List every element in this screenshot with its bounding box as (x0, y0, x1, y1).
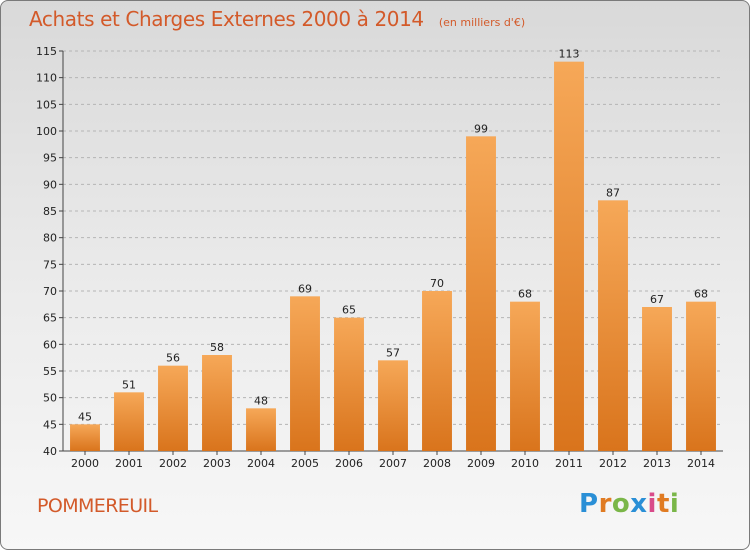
x-tick-label: 2013 (643, 457, 671, 470)
y-tick-label: 110 (36, 72, 57, 85)
x-tick-label: 2000 (71, 457, 99, 470)
chart-subtitle: (en milliers d'€) (438, 16, 526, 29)
x-tick-label: 2010 (511, 457, 539, 470)
bar (510, 301, 540, 451)
bar-value-label: 113 (559, 48, 580, 61)
x-tick-label: 2008 (423, 457, 451, 470)
bars (70, 61, 716, 452)
bar (466, 136, 496, 452)
x-tick-label: 2014 (687, 457, 715, 470)
logo-letter: o (611, 489, 631, 519)
x-tick-label: 2005 (291, 457, 319, 470)
bar (334, 317, 364, 451)
bar-value-label: 69 (298, 282, 312, 295)
bar-value-label: 57 (386, 346, 400, 359)
y-tick-label: 75 (43, 258, 57, 271)
y-tick-labels: 40 45 50 55 60 65 70 75 80 85 90 95 100 105 110 115 (36, 45, 57, 458)
y-tick-label: 105 (36, 98, 57, 111)
y-tick-label: 115 (36, 45, 57, 58)
y-tick-label: 60 (43, 338, 57, 351)
bar-value-label: 99 (474, 122, 488, 135)
x-tick-label: 2007 (379, 457, 407, 470)
bar-value-label: 67 (650, 293, 664, 306)
bar-value-label: 56 (166, 352, 180, 365)
y-tick-label: 45 (43, 418, 57, 431)
bar (422, 291, 452, 451)
x-tick-label: 2004 (247, 457, 275, 470)
bar (70, 424, 100, 451)
logo-letter: x (630, 489, 648, 519)
bar-value-label: 70 (430, 277, 444, 290)
bar-value-label: 51 (122, 378, 136, 391)
x-tick-label: 2006 (335, 457, 363, 470)
bar (246, 408, 276, 451)
y-tick-label: 50 (43, 392, 57, 405)
bar-value-label: 45 (78, 410, 92, 423)
bar-value-label: 68 (518, 288, 532, 301)
bar (642, 307, 672, 451)
bar (554, 61, 584, 452)
x-tick-label: 2002 (159, 457, 187, 470)
bar-value-label: 87 (606, 186, 620, 199)
y-tick-label: 70 (43, 285, 57, 298)
commune-name: POMMEREUIL (37, 495, 158, 517)
x-tick-label: 2003 (203, 457, 231, 470)
y-tick-label: 100 (36, 125, 57, 138)
bar (202, 355, 232, 451)
y-tick-label: 85 (43, 205, 57, 218)
bar-value-label: 58 (210, 341, 224, 354)
bar-value-labels: 45 51 56 58 48 69 65 57 70 99 68 113 87 67 68 (78, 48, 708, 424)
bar (158, 365, 188, 451)
x-tick-label: 2012 (599, 457, 627, 470)
x-tick-label: 2009 (467, 457, 495, 470)
logo-letter: r (598, 489, 612, 519)
y-tick-label: 80 (43, 232, 57, 245)
logo-letter: i (647, 489, 657, 519)
bar (686, 301, 716, 451)
y-tick-label: 90 (43, 178, 57, 191)
bar (114, 392, 144, 451)
proxiti-logo: Proxiti (579, 489, 679, 519)
bar (378, 360, 408, 451)
y-tick-label: 65 (43, 312, 57, 325)
chart-title-row: Achats et Charges Externes 2000 à 2014 (… (29, 7, 525, 31)
y-tick-label: 55 (43, 365, 57, 378)
x-tick-labels: 2000 2001 2002 2003 2004 2005 2006 2007 2008 2009… (71, 457, 715, 470)
chart-title: Achats et Charges Externes 2000 à 2014 (29, 7, 424, 31)
bar-value-label: 65 (342, 304, 356, 317)
bar-value-label: 48 (254, 394, 268, 407)
logo-letter: P (579, 489, 599, 519)
logo-letter: i (669, 489, 680, 519)
y-tick-label: 40 (43, 445, 57, 458)
bar-value-label: 68 (694, 288, 708, 301)
bar (598, 200, 628, 451)
logo-letter: t (656, 489, 670, 519)
y-tick-label: 95 (43, 152, 57, 165)
x-tick-label: 2011 (555, 457, 583, 470)
bar (290, 296, 320, 451)
x-tick-label: 2001 (115, 457, 143, 470)
